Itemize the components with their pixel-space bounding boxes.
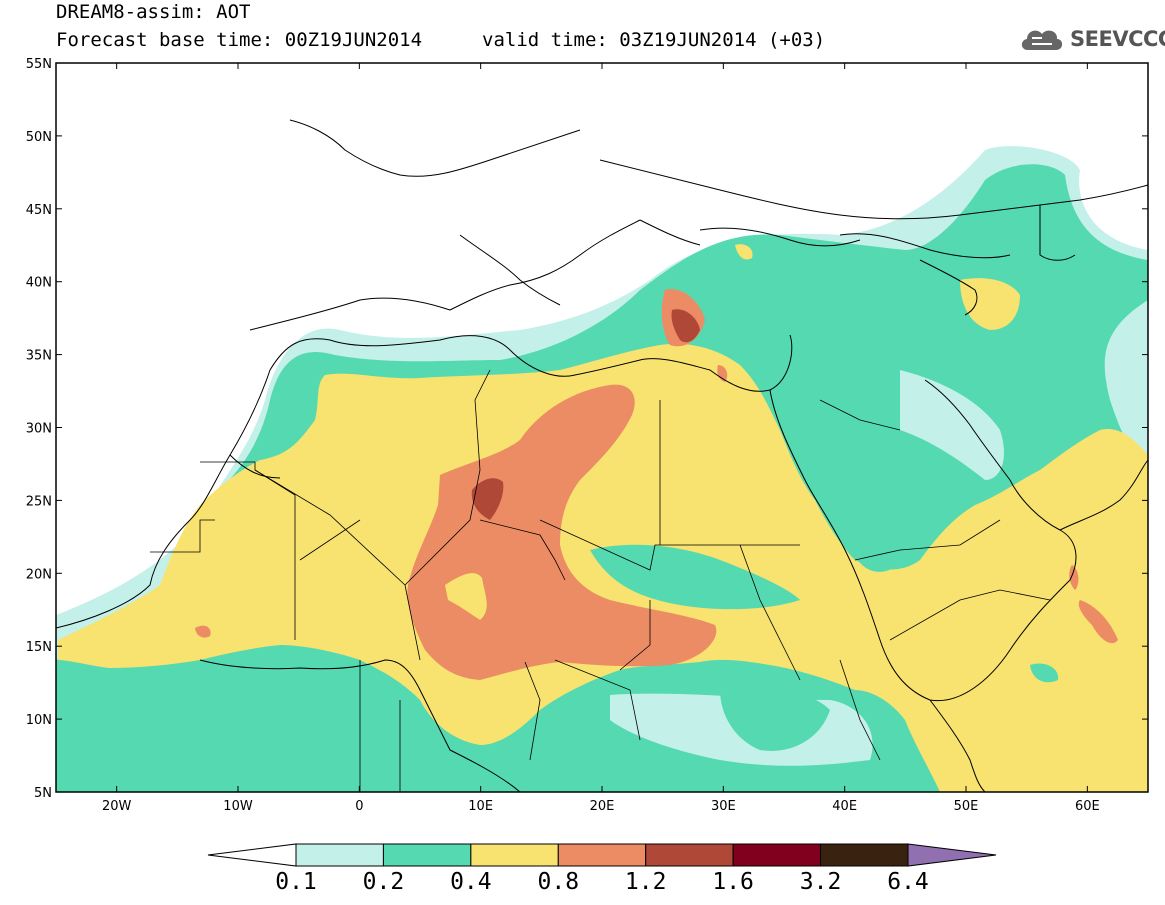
logo-text: SEEVCCC: [1070, 27, 1165, 51]
lon-tick-label: 20W: [102, 799, 132, 814]
lat-tick-label: 40N: [26, 276, 52, 291]
colorbar-label: 6.4: [887, 869, 929, 895]
lat-tick-label: 20N: [26, 567, 52, 582]
colorbar-segment: [820, 843, 909, 867]
colorbar-label: 0.8: [537, 869, 580, 895]
colorbar-segment: [645, 843, 734, 867]
aot-shading: [56, 146, 1148, 792]
colorbar-min-arrow: [207, 843, 297, 867]
lon-tick-label: 40E: [832, 799, 857, 814]
lat-tick-label: 5N: [34, 786, 52, 801]
colorbar-label: 1.2: [624, 869, 667, 895]
colorbar-max-arrow: [907, 843, 997, 867]
cloud-icon: [1021, 30, 1063, 50]
colorbar-label: 3.2: [799, 869, 842, 895]
lat-tick-label: 25N: [26, 494, 52, 509]
axis-tick-labels: 5N 10N 15N 20N 25N 30N 35N 40N 45N 50N 55N 20W 10W 0 1…: [26, 57, 1100, 814]
colorbar-segment: [295, 843, 384, 867]
colorbar: [207, 843, 997, 867]
lat-tick-label: 35N: [26, 349, 52, 364]
lon-tick-label: 60E: [1075, 799, 1100, 814]
lat-tick-label: 45N: [26, 203, 52, 218]
colorbar-label: 0.1: [275, 869, 317, 895]
valid-time: valid time: 03Z19JUN2014 (+03): [482, 29, 826, 51]
lon-tick-label: 50E: [954, 799, 979, 814]
lat-tick-label: 30N: [26, 422, 52, 437]
lat-tick-label: 10N: [26, 713, 52, 728]
colorbar-segment: [732, 843, 822, 867]
map-title: DREAM8-assim: AOT: [56, 1, 251, 23]
lon-tick-label: 10W: [223, 799, 253, 814]
lon-tick-label: 30E: [711, 799, 736, 814]
lat-tick-label: 50N: [26, 130, 52, 145]
lon-tick-label: 0: [355, 799, 363, 814]
lat-tick-label: 15N: [26, 640, 52, 655]
colorbar-label: 1.6: [712, 869, 754, 895]
coastlines: [56, 119, 1148, 792]
colorbar-segment: [470, 843, 559, 867]
colorbar-segment: [382, 843, 472, 867]
colorbar-label: 0.2: [362, 869, 405, 895]
seevccc-logo: SEEVCCC: [1018, 23, 1165, 55]
colorbar-label: 0.4: [450, 869, 492, 895]
country-borders: [150, 369, 1051, 792]
forecast-base-time: Forecast base time: 00Z19JUN2014: [56, 29, 423, 51]
lat-tick-label: 55N: [26, 57, 52, 72]
axis-ticks: [56, 62, 1148, 793]
lon-tick-label: 10E: [468, 799, 493, 814]
colorbar-segment: [557, 843, 647, 867]
lon-tick-label: 20E: [590, 799, 615, 814]
